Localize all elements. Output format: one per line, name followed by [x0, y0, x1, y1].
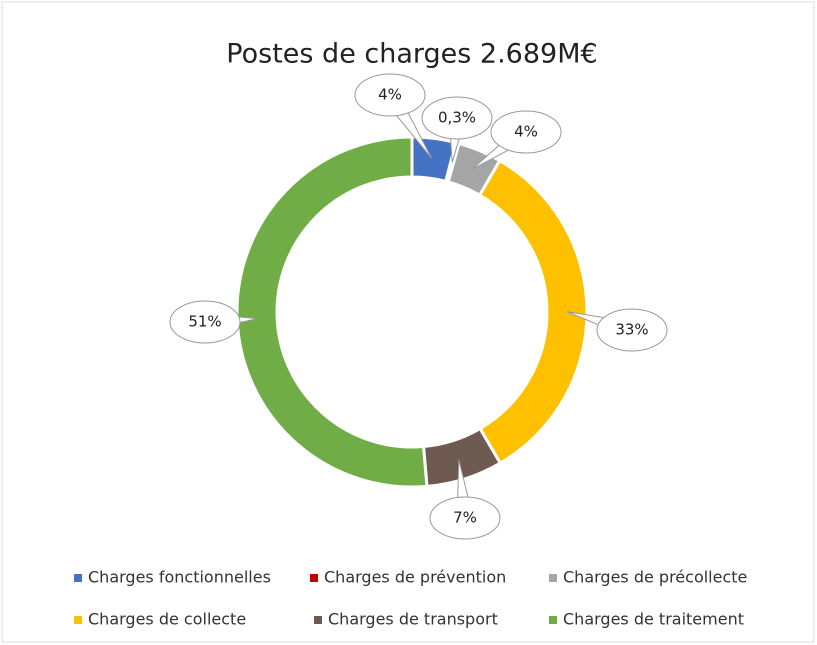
legend-marker — [74, 616, 82, 624]
callout-bubble — [429, 496, 501, 540]
callout-bubble — [354, 73, 426, 117]
callout-bubble — [169, 300, 241, 344]
data-label: 0,3% — [438, 109, 476, 127]
legend-label: Charges de traitement — [563, 610, 744, 629]
callout-bubble — [490, 110, 562, 154]
legend-marker — [310, 574, 318, 582]
legend-marker — [549, 616, 557, 624]
chart-title: Postes de charges 2.689M€ — [226, 39, 597, 70]
legend-marker — [314, 616, 322, 624]
legend-label: Charges de collecte — [88, 610, 246, 629]
data-label: 4% — [514, 123, 538, 141]
donut-slice — [235, 135, 429, 489]
callout-bubble — [421, 96, 493, 140]
data-label: 7% — [453, 509, 477, 527]
legend-label: Charges de précollecte — [563, 568, 747, 587]
legend-marker — [549, 574, 557, 582]
data-label: 4% — [378, 86, 402, 104]
data-label: 51% — [188, 313, 221, 331]
legend-marker — [74, 574, 82, 582]
legend-label: Charges de transport — [328, 610, 498, 629]
callout-bubble — [596, 308, 668, 352]
legend-label: Charges de prévention — [324, 568, 506, 587]
legend-label: Charges fonctionnelles — [88, 568, 271, 587]
data-label: 33% — [615, 321, 648, 339]
